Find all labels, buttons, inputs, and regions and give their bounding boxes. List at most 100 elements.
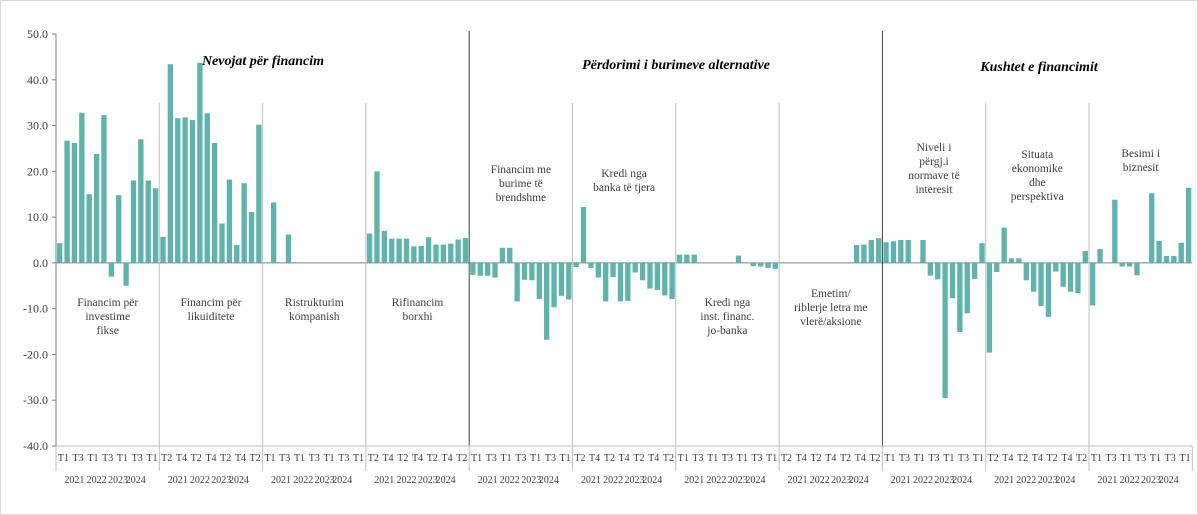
group-annotation: normave të — [908, 170, 959, 182]
bar — [1119, 262, 1125, 267]
bar — [389, 238, 395, 263]
bar — [234, 245, 240, 263]
bar — [425, 237, 432, 263]
x-tick-label: T1 — [353, 453, 364, 464]
x-tick-label: T1 — [973, 453, 984, 464]
bar — [396, 238, 402, 263]
group-annotation: Kredi nga — [601, 168, 647, 180]
y-tick-label: -40.0 — [23, 439, 48, 453]
year-label: 2024 — [746, 475, 766, 486]
bar — [876, 238, 882, 263]
x-tick-label: T2 — [663, 453, 674, 464]
y-tick-label: -30.0 — [23, 393, 48, 407]
x-tick-label: T1 — [707, 453, 718, 464]
x-tick-label: T3 — [1106, 453, 1117, 464]
year-label: 2023 — [1038, 475, 1058, 486]
bar — [898, 240, 904, 263]
group-annotation: Emetim/ — [811, 288, 851, 300]
bar — [1001, 227, 1007, 263]
y-tick-label: 30.0 — [27, 119, 48, 133]
bar — [669, 262, 675, 300]
group-annotation: brendshme — [496, 192, 546, 204]
group-annotation: Besimi i — [1121, 148, 1160, 160]
x-tick-label: T3 — [486, 453, 497, 464]
year-label: 2021 — [478, 475, 498, 486]
group-annotation: likuiditete — [188, 311, 235, 323]
bar — [211, 142, 218, 263]
year-label: 2022 — [500, 475, 520, 486]
bar — [116, 195, 122, 263]
x-tick-label: T3 — [928, 453, 939, 464]
bar — [573, 262, 579, 268]
bar — [957, 262, 963, 333]
bar — [603, 262, 609, 302]
group-annotation: Kredi nga — [705, 297, 751, 309]
year-label: 2022 — [293, 475, 313, 486]
x-tick-label: T1 — [737, 453, 748, 464]
group-annotation: biznesit — [1123, 162, 1160, 174]
group-annotation: fikse — [97, 325, 119, 337]
year-label: 2024 — [1159, 475, 1179, 486]
bar — [890, 241, 897, 263]
year-label: 2022 — [87, 475, 107, 486]
year-label: 2024 — [436, 475, 456, 486]
x-tick-label: T3 — [515, 453, 526, 464]
year-label: 2021 — [891, 475, 911, 486]
bar — [654, 262, 661, 290]
bar — [108, 262, 114, 277]
year-label: 2021 — [788, 475, 808, 486]
x-tick-label: T2 — [397, 453, 408, 464]
x-tick-label: T2 — [810, 453, 821, 464]
bar — [57, 243, 63, 263]
bar — [927, 262, 934, 276]
group-annotation: inst. financ. — [700, 311, 754, 323]
bar — [868, 240, 874, 263]
bar — [853, 245, 860, 263]
bar — [1060, 262, 1066, 287]
bar — [1090, 262, 1096, 306]
x-tick-label: T3 — [279, 453, 290, 464]
group-annotation: Financim për — [181, 297, 242, 309]
year-label: 2023 — [211, 475, 231, 486]
year-label: 2021 — [994, 475, 1014, 486]
bar — [71, 142, 78, 263]
x-tick-label: T2 — [456, 453, 467, 464]
bar — [462, 238, 469, 263]
x-tick-label: T1 — [58, 453, 69, 464]
bar — [86, 194, 92, 263]
x-tick-label: T4 — [1061, 453, 1072, 464]
bar — [374, 171, 380, 263]
bar — [861, 244, 867, 263]
x-tick-label: T4 — [235, 453, 246, 464]
group-annotation: jo-banka — [706, 325, 747, 337]
bar — [544, 262, 550, 340]
x-tick-label: T1 — [1091, 453, 1102, 464]
bar — [1185, 187, 1192, 263]
year-label: 2021 — [1097, 475, 1117, 486]
x-tick-label: T2 — [250, 453, 261, 464]
bar — [226, 179, 233, 263]
group-annotation: banka të tjera — [593, 182, 655, 194]
bar — [138, 139, 144, 263]
bar — [610, 262, 616, 278]
bar — [241, 183, 247, 263]
panel-title: Përdorimi i burimeve alternative — [582, 58, 770, 73]
bar — [219, 223, 225, 263]
bar — [1082, 250, 1088, 263]
year-label: 2024 — [539, 475, 559, 486]
bar — [418, 245, 424, 263]
bar — [381, 230, 387, 263]
group-annotation: perspektiva — [1011, 191, 1064, 203]
x-tick-label: T1 — [323, 453, 334, 464]
year-label: 2024 — [849, 475, 869, 486]
bar — [64, 140, 70, 263]
x-tick-label: T1 — [678, 453, 689, 464]
bar — [942, 262, 948, 398]
y-tick-label: 0.0 — [33, 256, 48, 270]
group-annotation: kompanish — [289, 311, 340, 323]
bar — [588, 262, 594, 268]
year-label: 2023 — [108, 475, 128, 486]
bar — [691, 254, 697, 263]
panel-title: Nevojat për financim — [201, 54, 324, 69]
